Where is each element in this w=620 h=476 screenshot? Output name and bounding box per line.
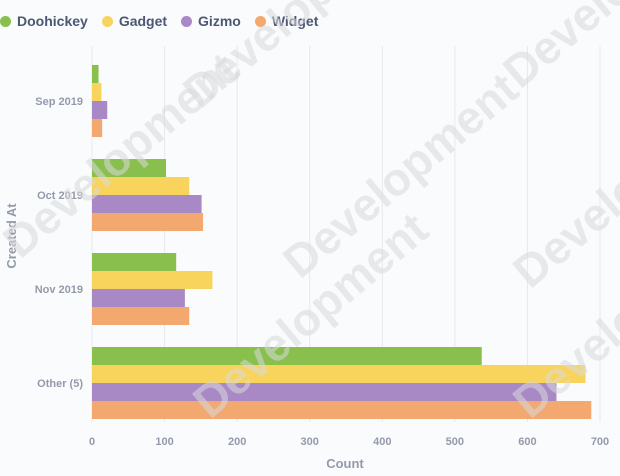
legend-dot-gizmo [181, 15, 193, 27]
legend-item-widget[interactable]: Widget [254, 13, 319, 29]
x-tick-label: 200 [228, 436, 246, 448]
x-tick-label: 0 [89, 436, 95, 448]
axis-layer: Count Created At 0 100 200 300 400 500 600 700 S… [4, 96, 609, 471]
legend-item-doohickey[interactable]: Doohickey [0, 13, 88, 29]
bar-gizmo[interactable] [92, 101, 108, 119]
bar-gizmo[interactable] [92, 289, 185, 307]
bar-widget[interactable] [92, 307, 190, 325]
y-tick-label: Other (5) [37, 378, 83, 390]
bar-widget[interactable] [92, 213, 204, 231]
bar-widget[interactable] [92, 401, 592, 419]
legend-item-gadget[interactable]: Gadget [101, 13, 168, 29]
bar-doohickey[interactable] [92, 159, 167, 177]
y-tick-label: Nov 2019 [35, 284, 83, 296]
legend-label-gizmo: Gizmo [198, 13, 241, 29]
bar-doohickey[interactable] [92, 253, 177, 271]
x-tick-label: 500 [446, 436, 464, 448]
x-tick-label: 700 [591, 436, 609, 448]
x-tick-label: 600 [518, 436, 536, 448]
bar-gadget[interactable] [92, 83, 102, 101]
legend-item-gizmo[interactable]: Gizmo [181, 13, 241, 29]
legend-dot-doohickey [0, 15, 11, 27]
bar-doohickey[interactable] [92, 347, 482, 365]
legend-dot-widget [254, 15, 266, 27]
x-tick-label: 400 [373, 436, 391, 448]
legend-label-widget: Widget [271, 13, 319, 29]
bar-gadget[interactable] [92, 177, 190, 195]
legend-label-gadget: Gadget [118, 13, 168, 29]
y-axis-title: Created At [4, 203, 19, 269]
x-tick-label: 300 [301, 436, 319, 448]
legend-dot-gadget [101, 15, 113, 27]
x-axis-title: Count [326, 456, 364, 471]
legend-label-doohickey: Doohickey [17, 13, 88, 29]
bar-gadget[interactable] [92, 365, 586, 383]
bar-gadget[interactable] [92, 271, 213, 289]
bar-gizmo[interactable] [92, 195, 202, 213]
legend: Doohickey Gadget Gizmo Widget [0, 10, 318, 32]
y-tick-label: Sep 2019 [35, 96, 83, 108]
bar-gizmo[interactable] [92, 383, 557, 401]
bar-doohickey[interactable] [92, 65, 99, 83]
bar-widget[interactable] [92, 119, 103, 137]
watermark-text: Development [0, 42, 248, 268]
bars-layer [92, 65, 592, 419]
y-tick-label: Oct 2019 [37, 190, 83, 202]
watermark-text: Development [493, 0, 620, 98]
x-tick-label: 100 [155, 436, 173, 448]
